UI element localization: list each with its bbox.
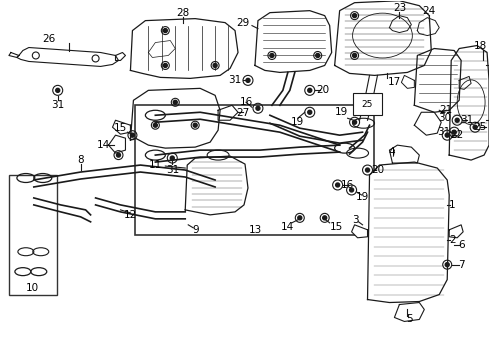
Circle shape — [270, 54, 274, 58]
Text: 18: 18 — [473, 41, 487, 50]
Circle shape — [117, 153, 121, 157]
Text: 19: 19 — [356, 192, 369, 202]
Text: 5: 5 — [406, 314, 413, 324]
Circle shape — [323, 216, 327, 220]
Text: 9: 9 — [192, 225, 198, 235]
Polygon shape — [459, 76, 471, 89]
Polygon shape — [113, 120, 130, 134]
Text: 14: 14 — [97, 140, 110, 150]
Circle shape — [473, 125, 477, 129]
Circle shape — [452, 130, 456, 134]
Circle shape — [366, 168, 369, 172]
Polygon shape — [9, 53, 19, 58]
Circle shape — [308, 88, 312, 92]
Text: 8: 8 — [77, 155, 84, 165]
Circle shape — [153, 123, 157, 127]
Polygon shape — [185, 156, 248, 215]
Circle shape — [193, 123, 197, 127]
Text: 31: 31 — [228, 75, 242, 85]
Circle shape — [353, 120, 357, 124]
Circle shape — [316, 54, 319, 58]
Circle shape — [163, 63, 167, 67]
Text: 16: 16 — [341, 180, 354, 190]
Text: 26: 26 — [42, 33, 55, 44]
Polygon shape — [368, 162, 449, 302]
Circle shape — [308, 110, 312, 114]
Text: 12: 12 — [124, 210, 137, 220]
Polygon shape — [401, 75, 415, 88]
Circle shape — [56, 88, 60, 92]
Bar — [353, 93, 383, 115]
Text: 31: 31 — [461, 115, 474, 125]
Text: 17: 17 — [388, 77, 401, 87]
Text: 11: 11 — [149, 160, 162, 170]
Text: 22: 22 — [450, 130, 464, 140]
Text: 13: 13 — [248, 225, 262, 235]
Circle shape — [171, 156, 174, 160]
Text: 20: 20 — [316, 85, 329, 95]
Text: 31: 31 — [51, 100, 64, 110]
Circle shape — [336, 183, 340, 187]
Text: 16: 16 — [240, 97, 253, 107]
Circle shape — [256, 106, 260, 110]
Polygon shape — [218, 105, 238, 120]
Polygon shape — [390, 15, 412, 32]
Text: 6: 6 — [458, 240, 465, 250]
Polygon shape — [17, 48, 119, 67]
Circle shape — [445, 133, 449, 137]
Text: 15: 15 — [330, 222, 343, 232]
Circle shape — [353, 54, 357, 58]
Text: 28: 28 — [176, 8, 190, 18]
Circle shape — [213, 63, 217, 67]
Polygon shape — [116, 53, 125, 60]
Polygon shape — [449, 225, 463, 238]
Circle shape — [163, 28, 167, 32]
Text: 25: 25 — [362, 100, 373, 109]
Polygon shape — [148, 41, 175, 58]
Text: 23: 23 — [393, 3, 406, 13]
Text: 31: 31 — [438, 127, 451, 137]
Text: 3: 3 — [352, 215, 359, 225]
Polygon shape — [415, 49, 461, 112]
Circle shape — [445, 263, 449, 267]
Polygon shape — [130, 19, 238, 78]
Polygon shape — [255, 11, 332, 72]
Text: 21: 21 — [440, 105, 453, 115]
Text: 4: 4 — [388, 147, 395, 157]
Text: 14: 14 — [281, 222, 294, 232]
Text: 19: 19 — [335, 107, 348, 117]
Polygon shape — [415, 112, 441, 135]
Circle shape — [130, 133, 134, 137]
Circle shape — [298, 216, 302, 220]
Circle shape — [455, 118, 459, 122]
Text: 15: 15 — [114, 123, 127, 133]
Polygon shape — [449, 45, 489, 160]
Polygon shape — [352, 225, 368, 238]
Polygon shape — [130, 88, 220, 148]
Circle shape — [353, 14, 357, 18]
Polygon shape — [108, 135, 125, 153]
Text: 25: 25 — [473, 122, 487, 132]
Text: 19: 19 — [291, 117, 304, 127]
Circle shape — [246, 78, 250, 82]
Text: 20: 20 — [371, 165, 384, 175]
Polygon shape — [417, 18, 439, 36]
Circle shape — [173, 100, 177, 104]
Text: 1: 1 — [449, 200, 456, 210]
Polygon shape — [390, 145, 419, 163]
Text: 31: 31 — [166, 165, 179, 175]
Text: 2: 2 — [449, 235, 456, 245]
Text: 27: 27 — [236, 108, 249, 118]
Bar — [9, 175, 57, 294]
Text: 30: 30 — [438, 113, 451, 123]
Circle shape — [349, 188, 354, 192]
Text: 10: 10 — [26, 283, 39, 293]
Text: 29: 29 — [236, 18, 249, 28]
Bar — [135, 105, 374, 235]
Polygon shape — [394, 302, 424, 321]
Text: 7: 7 — [458, 260, 465, 270]
Polygon shape — [335, 1, 431, 75]
Text: 24: 24 — [423, 6, 436, 15]
